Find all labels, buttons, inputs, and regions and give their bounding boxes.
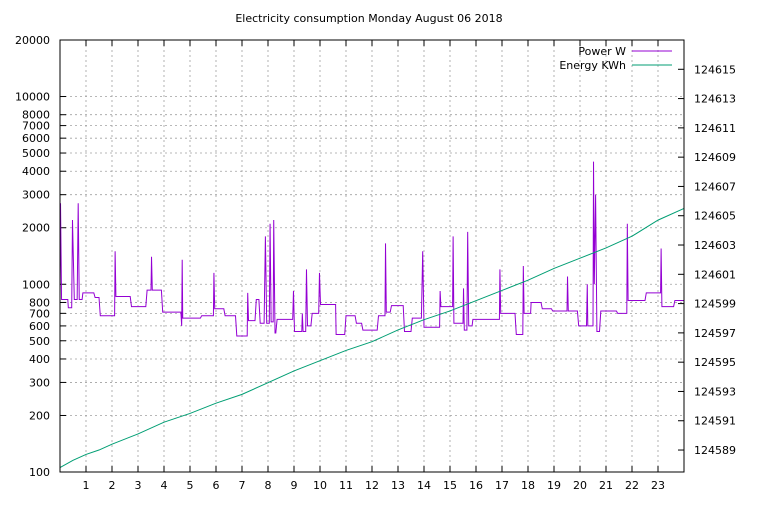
series-line-power <box>59 161 684 337</box>
x-tick-label: 6 <box>213 479 220 492</box>
y2-tick-label: 124593 <box>694 385 736 398</box>
y2-tick-label: 124615 <box>694 63 736 76</box>
x-tick-label: 3 <box>135 479 142 492</box>
x-tick-label: 15 <box>443 479 457 492</box>
y-tick-label: 5000 <box>22 147 50 160</box>
grid-layer <box>60 40 684 472</box>
plot-frame <box>59 39 685 473</box>
y-tick-label: 200 <box>29 409 50 422</box>
x-tick-label: 4 <box>161 479 168 492</box>
x-tick-label: 22 <box>625 479 639 492</box>
y-tick-label: 700 <box>29 307 50 320</box>
legend-label-power: Power W <box>578 45 626 58</box>
x-tick-label: 1 <box>83 479 90 492</box>
y2-tick-label: 124595 <box>694 356 736 369</box>
x-tick-label: 8 <box>265 479 272 492</box>
x-tick-label: 7 <box>239 479 246 492</box>
y2-tick-label: 124601 <box>694 268 736 281</box>
x-tick-label: 17 <box>495 479 509 492</box>
legend-label-energy: Energy KWh <box>559 59 626 72</box>
series-layer <box>59 161 685 469</box>
y-tick-label: 6000 <box>22 132 50 145</box>
x-tick-label: 12 <box>365 479 379 492</box>
y-tick-label: 500 <box>29 335 50 348</box>
y2-tick-label: 124613 <box>694 93 736 106</box>
x-tick-label: 16 <box>469 479 483 492</box>
x-tick-label: 20 <box>573 479 587 492</box>
x-tick-label: 14 <box>417 479 431 492</box>
y-tick-label: 20000 <box>15 34 50 47</box>
x-tick-label: 23 <box>651 479 665 492</box>
y2-tick-label: 124599 <box>694 298 736 311</box>
x-tick-label: 11 <box>339 479 353 492</box>
y-tick-label: 8000 <box>22 109 50 122</box>
y-tick-label: 1000 <box>22 278 50 291</box>
x-tick-label: 13 <box>391 479 405 492</box>
y2-tick-label: 124607 <box>694 180 736 193</box>
chart-title: Electricity consumption Monday August 06… <box>235 12 502 25</box>
y2-tick-label: 124605 <box>694 210 736 223</box>
y2-tick-label: 124589 <box>694 444 736 457</box>
x-tick-label: 21 <box>599 479 613 492</box>
y-tick-label: 400 <box>29 353 50 366</box>
tick-layer: 1 2 3 4 5 6 7 8 9 10 11 12 13 14 15 16 17 18 19 20 21 22 23100… <box>15 34 736 492</box>
y2-tick-label: 124603 <box>694 239 736 252</box>
y-tick-label: 300 <box>29 376 50 389</box>
x-tick-label: 5 <box>187 479 194 492</box>
y-tick-label: 4000 <box>22 165 50 178</box>
x-tick-label: 19 <box>547 479 561 492</box>
y2-tick-label: 124597 <box>694 327 736 340</box>
y-tick-label: 100 <box>29 466 50 479</box>
y2-tick-label: 124609 <box>694 151 736 164</box>
y2-tick-label: 124591 <box>694 415 736 428</box>
x-tick-label: 2 <box>109 479 116 492</box>
y-tick-label: 800 <box>29 296 50 309</box>
x-tick-label: 10 <box>313 479 327 492</box>
y-tick-label: 600 <box>29 320 50 333</box>
y-tick-label: 3000 <box>22 189 50 202</box>
series-line-energy <box>59 207 685 469</box>
x-tick-label: 9 <box>291 479 298 492</box>
x-tick-label: 18 <box>521 479 535 492</box>
y-tick-label: 10000 <box>15 91 50 104</box>
y-tick-label: 2000 <box>22 222 50 235</box>
y2-tick-label: 124611 <box>694 122 736 135</box>
y-tick-label: 7000 <box>22 120 50 133</box>
legend: Power W Energy KWh <box>559 45 672 72</box>
